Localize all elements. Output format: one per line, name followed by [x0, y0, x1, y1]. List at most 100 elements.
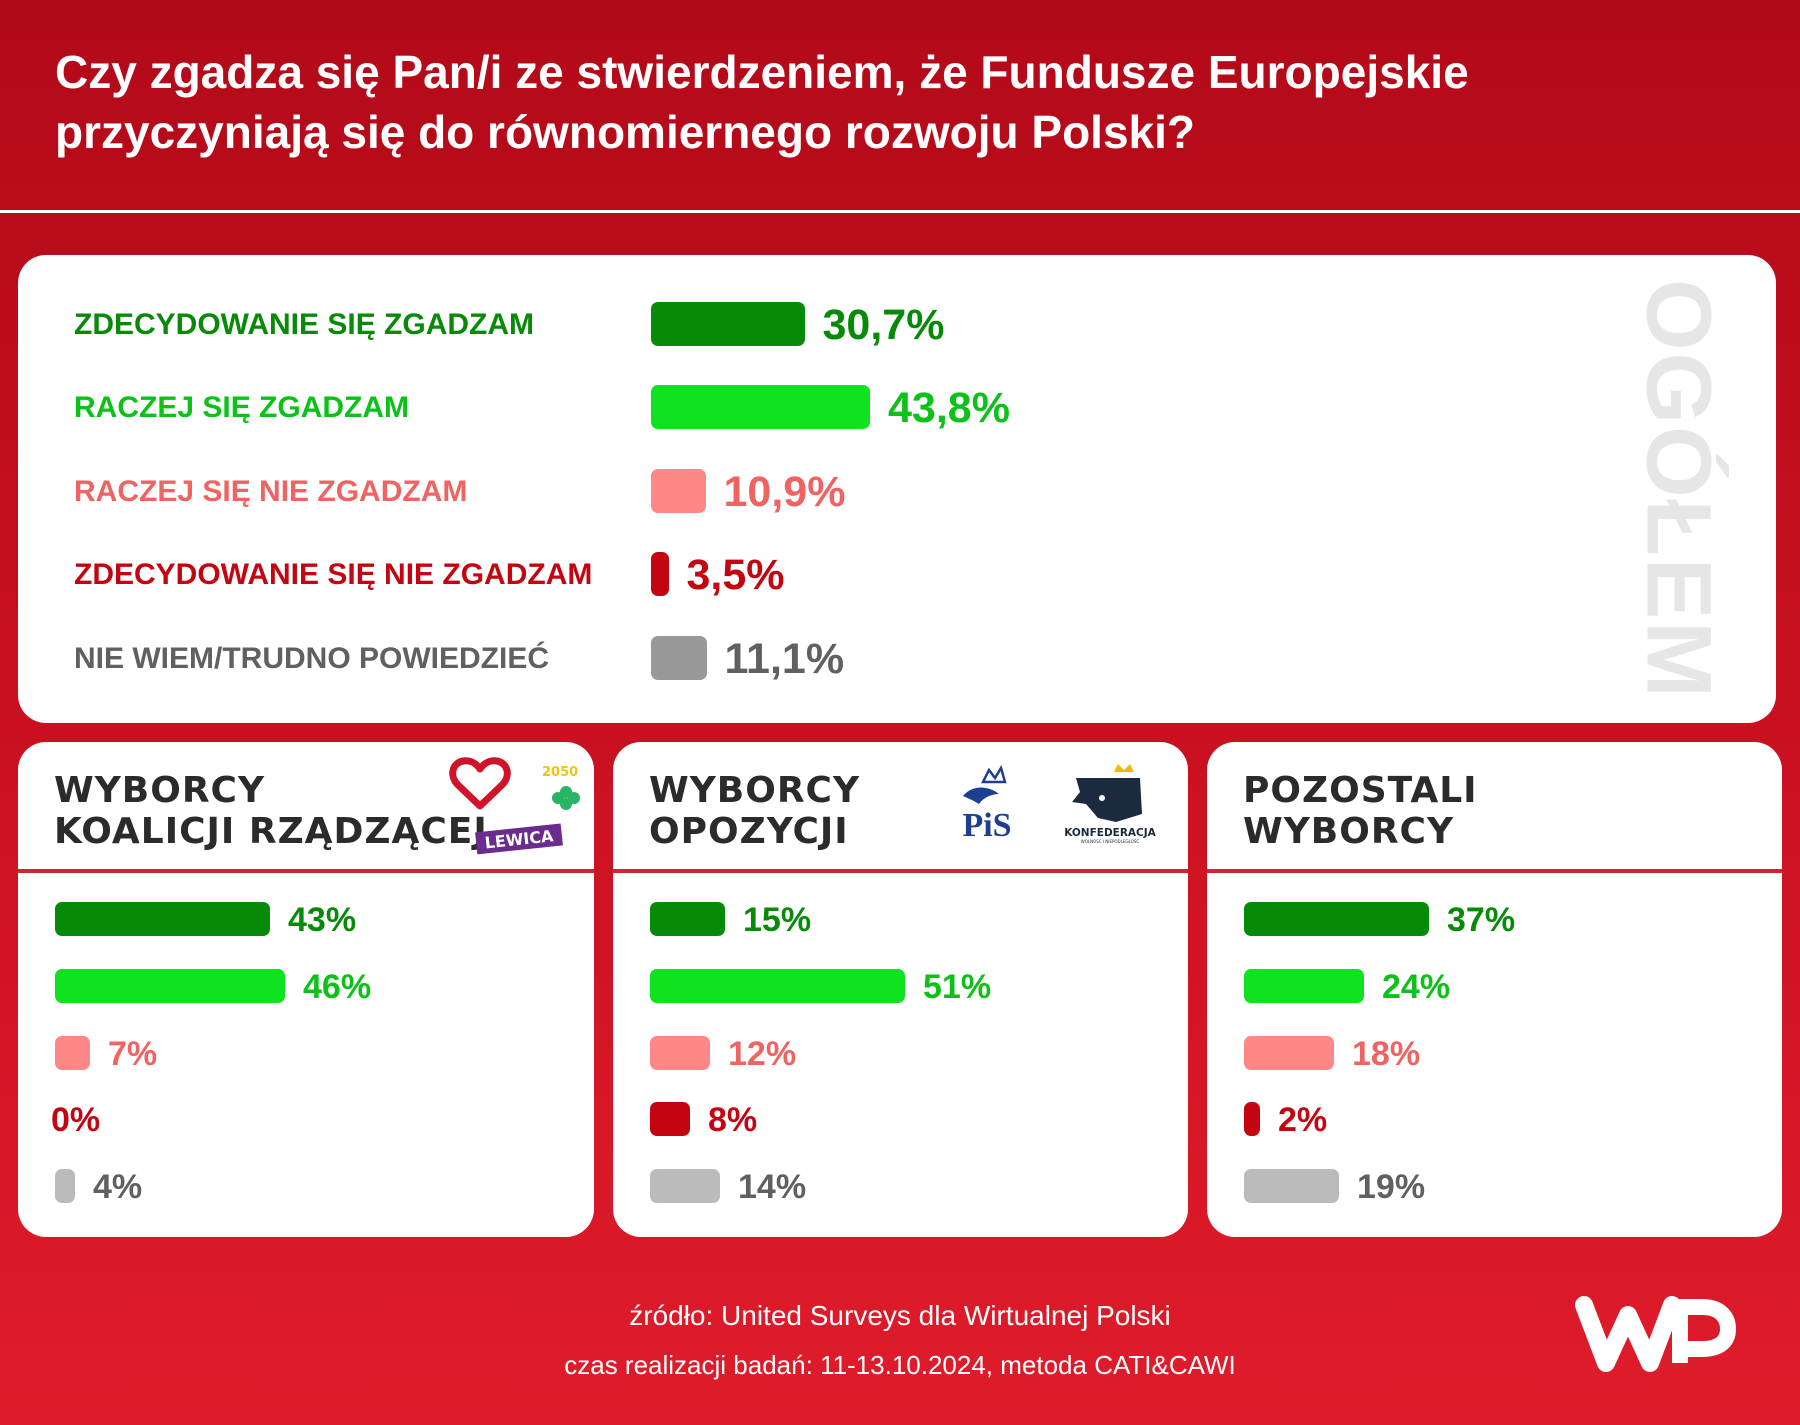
tw-2050-logo: 2050 — [542, 765, 578, 780]
opposition-row-strongly-agree: 15% — [613, 892, 1188, 948]
coalition-panel-title: WYBORCY KOALICJI RZĄDZĄCEJ — [54, 770, 488, 852]
footer-method: czas realizacji badań: 11-13.10.2024, me… — [564, 1350, 1236, 1380]
overall-side-label: OGÓŁEM — [1627, 278, 1730, 700]
coalition-party-logos: 2050 LEWICA — [449, 757, 580, 855]
overall-panel: ZDECYDOWANIE SIĘ ZGADZAM 30,7% RACZEJ SI… — [18, 255, 1776, 723]
opposition-row-rather-disagree: 12% — [613, 1026, 1188, 1082]
other-value-strongly-disagree: 2% — [1278, 1101, 1328, 1139]
konfederacja-crown-icon — [1114, 764, 1134, 772]
overall-row-strongly-agree: ZDECYDOWANIE SIĘ ZGADZAM 30,7% — [18, 290, 1618, 360]
other-row-rather-agree: 24% — [1207, 959, 1782, 1015]
overall-bar-strongly-agree — [651, 302, 805, 346]
konfederacja-logo-subtext: WOLNOŚĆ I NIEPODLEGŁOŚĆ — [1081, 839, 1140, 844]
coalition-panel-divider — [18, 869, 594, 873]
opposition-bar-rather-disagree — [650, 1036, 710, 1070]
category-label-strongly-agree: ZDECYDOWANIE SIĘ ZGADZAM — [74, 308, 535, 341]
category-label-dont-know: NIE WIEM/TRUDNO POWIEDZIEĆ — [74, 642, 549, 675]
other-row-rather-disagree: 18% — [1207, 1026, 1782, 1082]
overall-bar-dont-know — [651, 636, 707, 680]
konfederacja-logo-text: KONFEDERACJA — [1064, 827, 1156, 839]
opposition-bar-rather-agree — [650, 969, 905, 1003]
coalition-title-line-1: WYBORCY — [54, 770, 266, 811]
coalition-bar-dont-know — [55, 1169, 75, 1203]
coalition-title-line-2: KOALICJI RZĄDZĄCEJ — [54, 811, 488, 852]
other-value-rather-disagree: 18% — [1352, 1035, 1421, 1073]
overall-value-dont-know: 11,1% — [724, 635, 845, 683]
coalition-row-rather-agree: 46% — [18, 959, 594, 1015]
konfederacja-logo: KONFEDERACJA WOLNOŚĆ I NIEPODLEGŁOŚĆ — [1064, 764, 1157, 844]
overall-value-strongly-agree: 30,7% — [822, 301, 945, 349]
coalition-value-strongly-agree: 43% — [288, 901, 357, 939]
pis-logo: PiS — [962, 764, 1012, 844]
other-voters-panel: POZOSTALI WYBORCY 37% 24% 18% 2% 19% — [1207, 742, 1782, 1237]
coalition-value-strongly-disagree: 0% — [51, 1101, 101, 1139]
other-value-rather-agree: 24% — [1382, 968, 1451, 1006]
wp-logo: WP — [1570, 1285, 1736, 1372]
coalition-row-dont-know: 4% — [18, 1159, 594, 1215]
other-bar-strongly-disagree — [1244, 1102, 1260, 1136]
opposition-value-dont-know: 14% — [738, 1168, 807, 1206]
other-row-strongly-agree: 37% — [1207, 892, 1782, 948]
coalition-bar-rather-agree — [55, 969, 285, 1003]
other-value-strongly-agree: 37% — [1447, 901, 1516, 939]
clover-icon — [552, 786, 580, 810]
konfederacja-eagle-icon — [1072, 778, 1142, 822]
overall-row-dont-know: NIE WIEM/TRUDNO POWIEDZIEĆ 11,1% — [18, 624, 1618, 694]
other-bar-rather-disagree — [1244, 1036, 1334, 1070]
opposition-value-rather-disagree: 12% — [728, 1035, 797, 1073]
coalition-bar-rather-disagree — [55, 1036, 90, 1070]
other-row-dont-know: 19% — [1207, 1159, 1782, 1215]
category-label-rather-disagree: RACZEJ SIĘ NIE ZGADZAM — [74, 475, 468, 508]
category-label-rather-agree: RACZEJ SIĘ ZGADZAM — [74, 391, 410, 424]
heart-icon — [449, 757, 511, 810]
coalition-row-strongly-agree: 43% — [18, 892, 594, 948]
other-bar-rather-agree — [1244, 969, 1364, 1003]
opposition-panel-divider — [613, 869, 1188, 873]
overall-row-strongly-disagree: ZDECYDOWANIE SIĘ NIE ZGADZAM 3,5% — [18, 540, 1618, 610]
overall-value-strongly-disagree: 3,5% — [686, 551, 785, 599]
opposition-value-strongly-disagree: 8% — [708, 1101, 758, 1139]
lewica-logo-bg — [475, 823, 563, 855]
other-row-strongly-disagree: 2% — [1207, 1092, 1782, 1148]
header-divider — [0, 210, 1800, 213]
coalition-bar-strongly-agree — [55, 902, 270, 936]
coalition-voters-panel: WYBORCY KOALICJI RZĄDZĄCEJ 2050 LEWICA 4… — [18, 742, 594, 1237]
footer-source: źródło: United Surveys dla Wirtualnej Po… — [629, 1300, 1171, 1331]
other-title-line-2: WYBORCY — [1243, 811, 1455, 852]
coalition-row-rather-disagree: 7% — [18, 1026, 594, 1082]
opposition-value-strongly-agree: 15% — [743, 901, 812, 939]
overall-value-rather-disagree: 10,9% — [723, 468, 846, 516]
opposition-panel-title: WYBORCY OPOZYCJI — [649, 770, 860, 852]
other-panel-divider — [1207, 869, 1782, 873]
other-value-dont-know: 19% — [1357, 1168, 1426, 1206]
wp-logo-text: WP — [1570, 1285, 1572, 1286]
overall-row-rather-agree: RACZEJ SIĘ ZGADZAM 43,8% — [18, 373, 1618, 443]
opposition-title-line-1: WYBORCY — [649, 770, 861, 811]
category-label-strongly-disagree: ZDECYDOWANIE SIĘ NIE ZGADZAM — [74, 558, 593, 591]
chart-title: Czy zgadza się Pan/i ze stwierdzeniem, ż… — [55, 46, 1469, 158]
overall-bar-rather-agree — [651, 385, 870, 429]
coalition-value-rather-disagree: 7% — [108, 1035, 158, 1073]
coalition-value-dont-know: 4% — [93, 1168, 143, 1206]
opposition-bar-strongly-agree — [650, 902, 725, 936]
wp-logo-icon — [1575, 1296, 1681, 1372]
eagle-icon — [963, 787, 999, 804]
lewica-logo: LEWICA — [484, 826, 555, 852]
coalition-row-strongly-disagree: 0% — [18, 1092, 594, 1148]
other-bar-strongly-agree — [1244, 902, 1429, 936]
opposition-row-dont-know: 14% — [613, 1159, 1188, 1215]
pis-logo-text: PiS — [962, 807, 1011, 844]
other-bar-dont-know — [1244, 1169, 1339, 1203]
opposition-row-rather-agree: 51% — [613, 959, 1188, 1015]
overall-row-rather-disagree: RACZEJ SIĘ NIE ZGADZAM 10,9% — [18, 457, 1618, 527]
opposition-bar-strongly-disagree — [650, 1102, 690, 1136]
opposition-voters-panel: WYBORCY OPOZYCJI PiS KONFEDERACJA WOLNOŚ… — [613, 742, 1188, 1237]
coalition-value-rather-agree: 46% — [303, 968, 372, 1006]
overall-bar-strongly-disagree — [651, 552, 669, 596]
overall-value-rather-agree: 43,8% — [888, 384, 1010, 432]
other-title-line-1: POZOSTALI — [1243, 770, 1478, 811]
opposition-bar-dont-know — [650, 1169, 720, 1203]
other-panel-title: POZOSTALI WYBORCY — [1243, 770, 1478, 852]
opposition-value-rather-agree: 51% — [923, 968, 992, 1006]
opposition-title-line-2: OPOZYCJI — [649, 811, 849, 852]
